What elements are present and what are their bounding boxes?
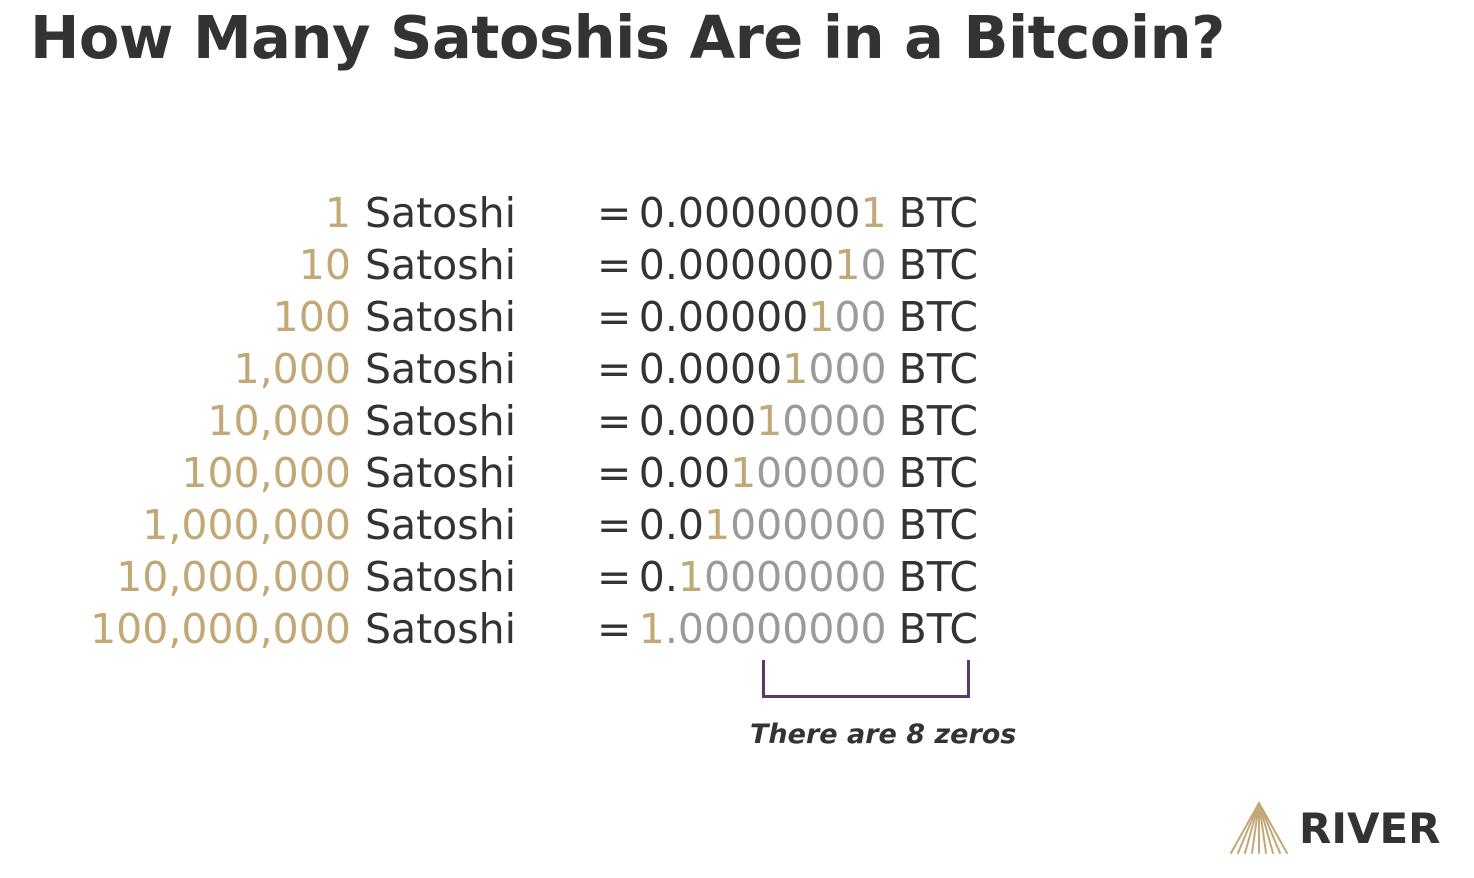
conversion-row: 10,000 Satoshi = 0.00010000 BTC (0, 395, 1100, 447)
satoshi-count: 10,000,000 (116, 553, 351, 601)
btc-amount: 1.00000000 BTC (639, 603, 978, 655)
satoshi-unit: Satoshi (364, 501, 516, 549)
conversion-row: 100 Satoshi = 0.00000100 BTC (0, 291, 1100, 343)
btc-leading-digits: 0.00000 (638, 293, 809, 341)
conversion-row: 1,000 Satoshi = 0.00001000 BTC (0, 343, 1100, 395)
satoshi-amount: 1,000 Satoshi (234, 343, 516, 395)
page-title: How Many Satoshis Are in a Bitcoin? (30, 3, 1225, 72)
btc-highlight-digit: 1 (638, 605, 665, 653)
zeros-note: There are 8 zeros (750, 719, 1017, 750)
btc-amount: 0.01000000 BTC (639, 499, 978, 551)
conversion-row: 10,000,000 Satoshi = 0.10000000 BTC (0, 551, 1100, 603)
btc-leading-digits: 0.0 (638, 501, 704, 549)
equals-sign: = (597, 189, 632, 237)
btc-unit: BTC (898, 449, 978, 497)
btc-trailing-zeros: 00000 (756, 449, 887, 497)
btc-amount: 0.10000000 BTC (639, 551, 978, 603)
btc-amount: 0.00100000 BTC (639, 447, 978, 499)
btc-amount: 0.00000010 BTC (639, 239, 978, 291)
satoshi-unit: Satoshi (364, 345, 516, 393)
satoshi-count: 1 (324, 189, 351, 237)
satoshi-count: 10 (298, 241, 351, 289)
zeros-bracket (762, 660, 970, 698)
btc-highlight-digit: 1 (703, 501, 731, 549)
btc-unit: BTC (898, 241, 978, 289)
satoshi-unit: Satoshi (364, 553, 516, 601)
satoshi-count: 100,000,000 (90, 605, 351, 653)
conversion-row: 100,000 Satoshi = 0.00100000 BTC (0, 447, 1100, 499)
btc-highlight-digit: 1 (782, 345, 809, 393)
river-mountain-icon (1230, 802, 1288, 854)
btc-unit: BTC (898, 397, 978, 445)
btc-trailing-zeros: 000 (808, 345, 887, 393)
satoshi-amount: 100 Satoshi (273, 291, 516, 343)
satoshi-count: 100 (272, 293, 351, 341)
satoshi-amount: 100,000,000 Satoshi (90, 603, 516, 655)
conversion-row: 100,000,000 Satoshi = 1.00000000 BTC (0, 603, 1100, 655)
btc-trailing-zeros: 0000000 (703, 553, 887, 601)
btc-unit: BTC (898, 293, 978, 341)
satoshi-count: 10,000 (207, 397, 351, 445)
btc-amount: 0.00001000 BTC (639, 343, 978, 395)
btc-leading-digits: 0.0000 (638, 345, 783, 393)
btc-highlight-digit: 1 (834, 241, 861, 289)
equals-sign: = (597, 501, 632, 549)
equals-sign: = (597, 605, 632, 653)
satoshi-amount: 1 Satoshi (325, 187, 516, 239)
satoshi-unit: Satoshi (364, 605, 516, 653)
satoshi-amount: 100,000 Satoshi (181, 447, 516, 499)
river-logo: RIVER (1229, 800, 1441, 856)
btc-amount: 0.00010000 BTC (639, 395, 978, 447)
btc-highlight-digit: 1 (730, 449, 757, 497)
btc-trailing-zeros: .00000000 (664, 605, 887, 653)
logo-text: RIVER (1299, 803, 1441, 853)
btc-leading-digits: 0.000000 (638, 241, 835, 289)
satoshi-unit: Satoshi (364, 449, 516, 497)
satoshi-unit: Satoshi (364, 241, 516, 289)
equals-sign: = (597, 553, 632, 601)
btc-unit: BTC (898, 345, 978, 393)
btc-highlight-digit: 1 (756, 397, 783, 445)
satoshi-amount: 10,000 Satoshi (207, 395, 516, 447)
btc-trailing-zeros: 000000 (730, 501, 887, 549)
satoshi-count: 1,000 (233, 345, 351, 393)
conversion-row: 10 Satoshi = 0.00000010 BTC (0, 239, 1100, 291)
btc-unit: BTC (898, 501, 978, 549)
equals-sign: = (597, 397, 632, 445)
btc-unit: BTC (898, 553, 978, 601)
btc-highlight-digit: 1 (860, 189, 887, 237)
btc-highlight-digit: 1 (677, 553, 704, 601)
equals-sign: = (597, 449, 632, 497)
btc-unit: BTC (898, 189, 978, 237)
btc-leading-digits: 0.00 (638, 449, 731, 497)
btc-amount: 0.00000100 BTC (639, 291, 978, 343)
btc-leading-digits: 0.000 (638, 397, 757, 445)
conversion-row: 1 Satoshi = 0.00000001 BTC (0, 187, 1100, 239)
btc-leading-digits: 0. (638, 553, 678, 601)
btc-trailing-zeros: 00 (834, 293, 887, 341)
btc-trailing-zeros: 0 (860, 241, 887, 289)
satoshi-count: 100,000 (181, 449, 351, 497)
btc-unit: BTC (898, 605, 978, 653)
conversion-row: 1,000,000 Satoshi = 0.01000000 BTC (0, 499, 1100, 551)
satoshi-unit: Satoshi (364, 293, 516, 341)
satoshi-amount: 10,000,000 Satoshi (116, 551, 516, 603)
satoshi-unit: Satoshi (364, 397, 516, 445)
satoshi-amount: 1,000,000 Satoshi (142, 499, 516, 551)
equals-sign: = (597, 293, 632, 341)
btc-amount: 0.00000001 BTC (639, 187, 978, 239)
satoshi-unit: Satoshi (364, 189, 516, 237)
satoshi-amount: 10 Satoshi (299, 239, 516, 291)
satoshi-count: 1,000,000 (142, 501, 351, 549)
btc-highlight-digit: 1 (808, 293, 835, 341)
equals-sign: = (597, 345, 632, 393)
btc-leading-digits: 0.0000000 (638, 189, 861, 237)
equals-sign: = (597, 241, 632, 289)
btc-trailing-zeros: 0000 (782, 397, 887, 445)
